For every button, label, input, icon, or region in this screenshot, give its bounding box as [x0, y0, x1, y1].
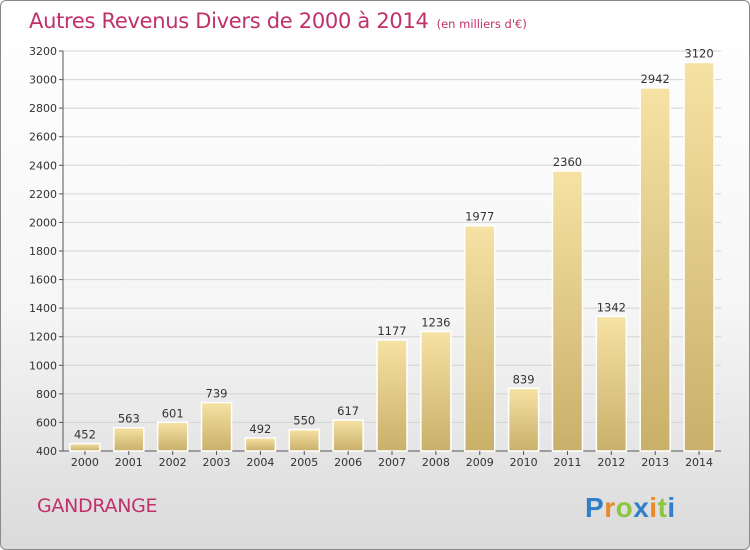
bar — [69, 442, 101, 452]
bar-value-label: 1977 — [465, 210, 494, 224]
y-tick-label: 1200 — [29, 331, 57, 344]
bar — [639, 87, 671, 452]
title-main: Autres Revenus Divers de 2000 à 2014 — [29, 9, 429, 33]
title-subtitle: (en milliers d'€) — [436, 17, 527, 31]
x-tick-label: 2003 — [203, 456, 231, 469]
x-tick-label: 2006 — [334, 456, 362, 469]
bar — [244, 437, 277, 452]
y-tick-label: 2000 — [29, 216, 57, 229]
y-tick-label: 600 — [36, 416, 57, 429]
bar-value-label: 492 — [249, 422, 271, 436]
bar-value-label: 3120 — [684, 46, 713, 60]
x-tick-label: 2002 — [159, 456, 187, 469]
bar — [332, 419, 364, 452]
bar-value-label: 2360 — [553, 155, 582, 169]
bar — [551, 170, 584, 452]
chart-title: Autres Revenus Divers de 2000 à 2014 (en … — [29, 9, 527, 33]
proxiti-logo: Proxiti — [585, 492, 676, 523]
bar — [200, 401, 233, 452]
bar-value-label: 550 — [293, 414, 315, 428]
bar — [113, 426, 145, 452]
y-tick-label: 3000 — [29, 74, 57, 87]
x-tick-label: 2001 — [115, 456, 143, 469]
bar — [595, 315, 628, 452]
bar-value-label: 739 — [206, 387, 228, 401]
x-tick-label: 2010 — [510, 456, 538, 469]
bar — [288, 428, 321, 452]
bar-value-label: 601 — [162, 406, 184, 420]
x-tick-label: 2009 — [466, 456, 494, 469]
x-tick-label: 2000 — [71, 456, 99, 469]
bar-value-label: 563 — [118, 412, 140, 426]
bar-value-label: 2942 — [641, 72, 670, 86]
bar-value-label: 839 — [513, 372, 535, 386]
x-tick-label: 2014 — [685, 456, 713, 469]
y-tick-label: 2800 — [29, 102, 57, 115]
bar-value-label: 1236 — [421, 316, 450, 330]
bar — [376, 339, 408, 452]
bar — [420, 330, 452, 452]
bar-value-label: 452 — [74, 428, 96, 442]
y-tick-label: 800 — [36, 388, 57, 401]
y-tick-label: 1600 — [29, 274, 57, 287]
x-tick-label: 2004 — [246, 456, 274, 469]
bar-value-label: 1177 — [377, 324, 406, 338]
bar-value-label: 1342 — [597, 300, 626, 314]
y-tick-label: 2400 — [29, 159, 57, 172]
y-tick-label: 2600 — [29, 131, 57, 144]
x-tick-label: 2011 — [553, 456, 581, 469]
y-tick-label: 1000 — [29, 359, 57, 372]
x-tick-label: 2012 — [597, 456, 625, 469]
y-tick-label: 1800 — [29, 245, 57, 258]
y-tick-label: 2200 — [29, 188, 57, 201]
y-tick-label: 3200 — [29, 45, 57, 58]
x-tick-label: 2007 — [378, 456, 406, 469]
bar — [156, 421, 189, 452]
bar — [683, 61, 715, 452]
svg-text:Proxiti: Proxiti — [585, 492, 676, 523]
y-tick-label: 400 — [36, 445, 57, 458]
bar — [507, 387, 540, 452]
bar — [463, 224, 496, 452]
x-tick-label: 2013 — [641, 456, 669, 469]
x-tick-label: 2008 — [422, 456, 450, 469]
location-label: GANDRANGE — [37, 495, 158, 517]
y-tick-label: 1400 — [29, 302, 57, 315]
x-tick-label: 2005 — [290, 456, 318, 469]
bar-value-label: 617 — [337, 404, 359, 418]
